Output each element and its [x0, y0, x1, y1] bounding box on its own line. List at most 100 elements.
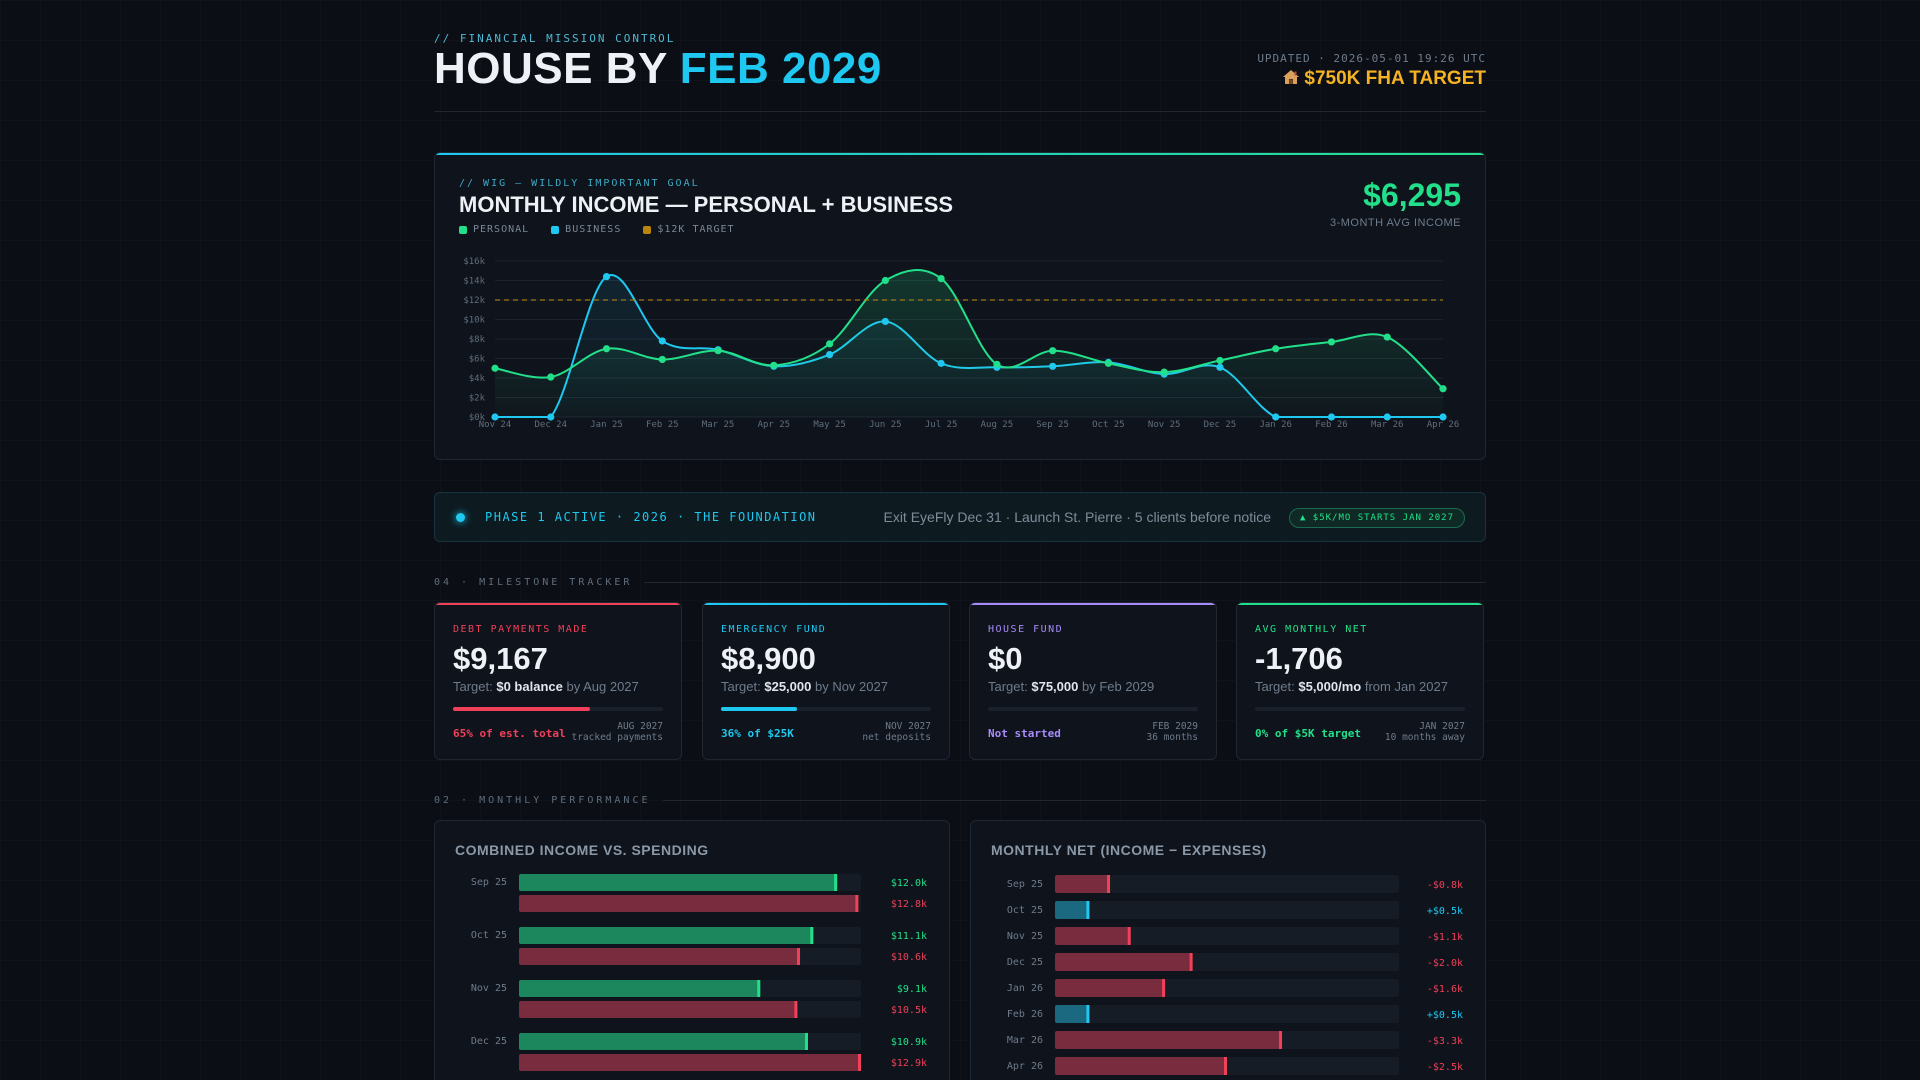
data-point-personal	[658, 355, 666, 364]
card-label: EMERGENCY FUND	[721, 624, 827, 635]
wig-panel: // WIG — WILDLY IMPORTANT GOAL MONTHLY I…	[434, 152, 1486, 460]
x-tick-label: Feb 26	[1315, 420, 1348, 430]
card-target-suffix: by Nov 2027	[811, 679, 888, 694]
spending-bar-track	[519, 895, 861, 912]
spending-bar-cap	[855, 895, 859, 912]
income-bar	[519, 980, 761, 997]
card-label: DEBT PAYMENTS MADE	[453, 624, 589, 635]
y-tick-label: $8k	[469, 335, 486, 345]
spending-bar-cap	[794, 1001, 798, 1018]
data-point-personal	[825, 340, 834, 348]
income-spending-chart: Sep 25 $12.0k $12.8k Oct 25 $11.1k $10.6k Nov …	[471, 874, 927, 1071]
data-point-business	[1327, 413, 1336, 421]
y-tick-label: $4k	[469, 374, 486, 384]
data-point-business	[1439, 413, 1447, 421]
section-divider	[662, 799, 1486, 801]
net-bar-track	[1055, 927, 1399, 945]
income-value-label: $10.9k	[891, 1037, 927, 1048]
x-tick-label: May 25	[813, 420, 846, 430]
legend-business: BUSINESS	[551, 224, 621, 235]
card-accent	[435, 603, 681, 605]
series-area-personal	[495, 270, 1443, 417]
x-tick-label: Aug 25	[981, 420, 1014, 430]
data-point-business	[547, 413, 555, 421]
x-tick-label: Jan 26	[1259, 420, 1292, 430]
dashboard: // FINANCIAL MISSION CONTROL HOUSE BY FE…	[434, 0, 1486, 1080]
data-point-business	[1272, 413, 1280, 421]
monthly-net-chart: Sep 25 -$0.8k Oct 25 +$0.5k Nov 25 -$1.1k Dec …	[1007, 875, 1463, 1075]
data-point-personal	[1439, 385, 1447, 393]
page-title-accent: FEB 2029	[679, 44, 882, 93]
phase-banner: PHASE 1 ACTIVE · 2026 · THE FOUNDATION E…	[434, 492, 1486, 542]
house-target: $750K FHA TARGET	[1282, 68, 1486, 90]
legend-personal: PERSONAL	[459, 224, 529, 235]
milestone-card-emergency: EMERGENCY FUND $8,900 Target: $25,000 by…	[702, 602, 950, 760]
card-target-prefix: Target:	[988, 679, 1032, 694]
legend-target-label: $12K TARGET	[657, 224, 735, 235]
card-date-sub: net deposits	[862, 732, 931, 743]
card-value: $0	[988, 641, 1023, 676]
card-status: 65% of est. total	[453, 727, 566, 740]
income-bar	[519, 1033, 808, 1050]
net-month-label: Apr 26	[1007, 1061, 1043, 1072]
row-month-label: Sep 25	[471, 877, 507, 888]
card-date-value: NOV 2027	[885, 721, 931, 732]
income-value-label: $9.1k	[897, 984, 927, 995]
row-month-label: Nov 25	[471, 983, 507, 994]
x-tick-label: Dec 25	[1204, 420, 1237, 430]
x-tick-label: Jan 25	[590, 420, 623, 430]
net-value-label: -$0.8k	[1427, 880, 1463, 891]
data-point-personal	[1049, 347, 1057, 355]
milestone-card-debt: DEBT PAYMENTS MADE $9,167 Target: $0 bal…	[434, 602, 682, 760]
net-bar-cap	[1086, 1005, 1090, 1023]
legend-personal-swatch	[459, 225, 467, 234]
net-value-label: +$0.5k	[1427, 906, 1463, 917]
card-target-prefix: Target:	[453, 679, 497, 694]
spending-bar-cap	[858, 1054, 861, 1071]
net-value-label: -$2.5k	[1427, 1062, 1463, 1073]
x-tick-label: Nov 24	[479, 420, 512, 430]
card-date: AUG 2027 tracked payments	[571, 721, 663, 743]
income-bar-cap	[757, 980, 761, 997]
net-value-label: +$0.5k	[1427, 1010, 1463, 1021]
performance-section-header: 02 · MONTHLY PERFORMANCE	[434, 793, 1486, 807]
card-target-suffix: by Feb 2029	[1078, 679, 1155, 694]
header-kicker: // FINANCIAL MISSION CONTROL	[434, 32, 676, 45]
legend-business-swatch	[551, 225, 560, 234]
spending-bar-track	[519, 1054, 861, 1071]
card-value: $8,900	[721, 641, 816, 676]
x-tick-label: Sep 25	[1036, 420, 1069, 430]
updated-timestamp: UPDATED · 2026-05-01 19:26 UTC	[1257, 52, 1486, 65]
spending-bar	[519, 1001, 798, 1018]
card-status: 0% of $5K target	[1255, 727, 1361, 740]
data-point-personal	[881, 276, 889, 285]
net-bar-cap	[1189, 953, 1193, 971]
x-tick-label: Apr 26	[1427, 420, 1460, 430]
card-target-amount: $25,000	[764, 679, 812, 694]
milestone-card-net: AVG MONTHLY NET -1,706 Target: $5,000/mo…	[1236, 602, 1484, 760]
monthly-net-title: MONTHLY NET (INCOME − EXPENSES)	[991, 842, 1267, 858]
income-bar	[519, 874, 838, 891]
income-bar-cap	[810, 927, 814, 944]
card-progress-track	[721, 707, 931, 711]
x-tick-label: Apr 25	[758, 420, 791, 430]
card-date-value: AUG 2027	[617, 721, 663, 732]
data-point-business	[881, 317, 889, 326]
income-bar-cap	[804, 1033, 808, 1050]
data-point-personal	[1104, 359, 1113, 367]
legend-target-swatch	[643, 225, 652, 234]
net-bar	[1055, 953, 1193, 971]
data-point-personal	[937, 274, 945, 283]
net-month-label: Nov 25	[1007, 931, 1043, 942]
y-tick-label: $6k	[469, 355, 486, 365]
net-bar	[1055, 927, 1131, 945]
spending-bar-track	[519, 948, 861, 965]
card-value: $9,167	[453, 641, 548, 676]
income-spending-panel: COMBINED INCOME VS. SPENDING Sep 25 $12.0…	[434, 820, 950, 1080]
card-accent	[703, 603, 949, 605]
net-bar-track	[1055, 953, 1399, 971]
data-point-business	[658, 337, 666, 345]
income-value-label: $11.1k	[891, 931, 927, 942]
data-point-personal	[1383, 333, 1391, 341]
card-date-value: JAN 2027	[1419, 721, 1465, 732]
